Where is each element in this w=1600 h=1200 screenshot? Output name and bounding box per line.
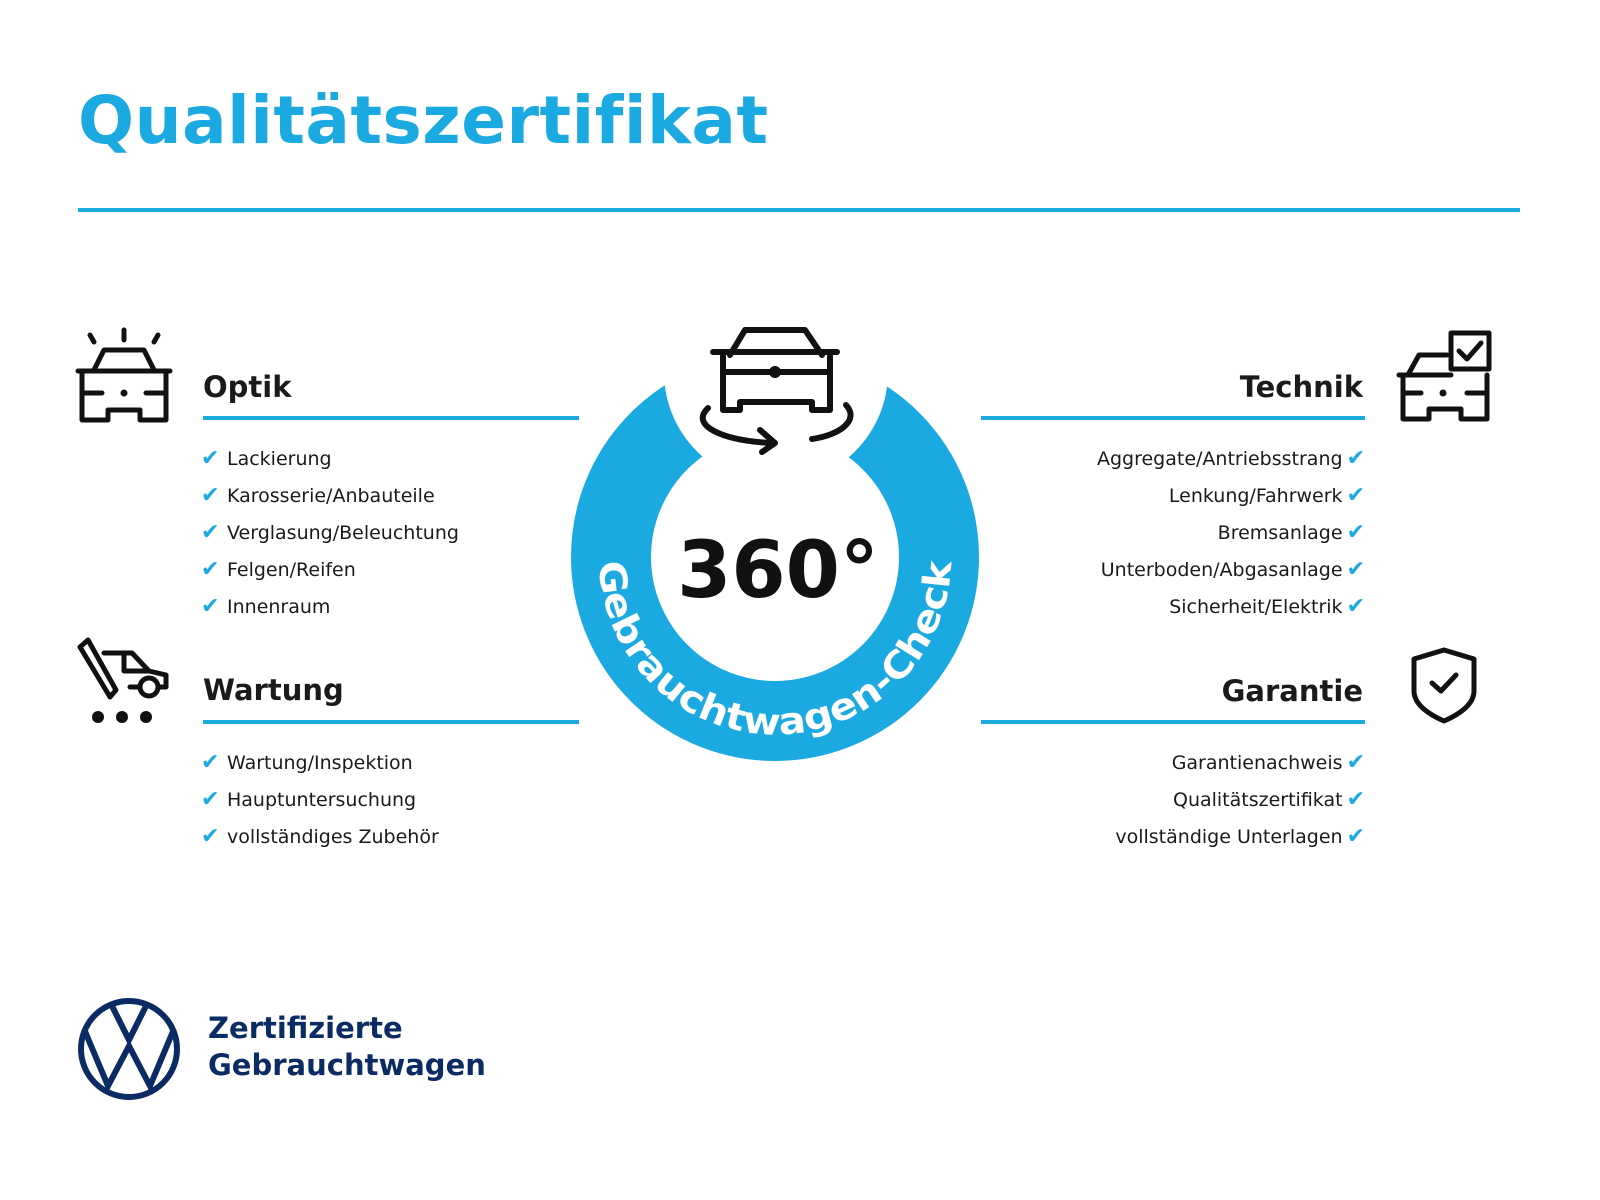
check-icon: ✔	[201, 787, 220, 812]
vw-logo	[78, 998, 180, 1100]
check-icon: ✔	[1346, 594, 1365, 619]
list-item: ✔ Verglasung/Beleuchtung	[201, 514, 459, 551]
list-item: ✔ Felgen/Reifen	[201, 551, 459, 588]
check-icon: ✔	[201, 446, 220, 471]
list-item: ✔ Karosserie/Anbauteile	[201, 477, 459, 514]
car-checkbox-icon	[1396, 330, 1492, 422]
optik-heading: Optik	[203, 370, 292, 404]
list-item: Bremsanlage ✔	[1097, 514, 1365, 551]
list-item: ✔ vollständiges Zubehör	[201, 818, 439, 855]
garantie-heading: Garantie	[1221, 674, 1363, 708]
wartung-heading: Wartung	[203, 673, 344, 707]
list-item: ✔ Wartung/Inspektion	[201, 744, 439, 781]
list-item: Garantienachweis ✔	[1115, 744, 1365, 781]
check-icon: ✔	[201, 520, 220, 545]
check-icon: ✔	[201, 750, 220, 775]
list-item: ✔ Hauptuntersuchung	[201, 781, 439, 818]
check-icon: ✔	[1346, 483, 1365, 508]
list-item: Sicherheit/Elektrik ✔	[1097, 588, 1365, 625]
garantie-list: Garantienachweis ✔ Qualitätszertifikat ✔ v…	[1115, 744, 1365, 855]
check-icon: ✔	[201, 483, 220, 508]
check-icon: ✔	[201, 594, 220, 619]
list-item: vollständige Unterlagen ✔	[1115, 818, 1365, 855]
page-title: Qualitätszertifikat	[78, 82, 769, 159]
shield-check-icon	[1411, 647, 1477, 724]
technik-list: Aggregate/Antriebsstrang ✔ Lenkung/Fahrwe…	[1097, 440, 1365, 625]
check-icon: ✔	[1346, 446, 1365, 471]
wartung-list: ✔ Wartung/Inspektion ✔ Hauptuntersuchung ✔…	[201, 744, 439, 855]
check-icon: ✔	[1346, 824, 1365, 849]
360-degree-label: 360°	[677, 526, 879, 616]
list-item: Unterboden/Abgasanlage ✔	[1097, 551, 1365, 588]
technik-heading: Technik	[1239, 370, 1363, 404]
service-truck-icon	[77, 637, 169, 723]
technik-divider	[981, 416, 1365, 420]
check-icon: ✔	[201, 557, 220, 582]
ring-gap	[664, 300, 888, 484]
optik-list: ✔ Lackierung ✔ Karosserie/Anbauteile ✔ Verg…	[201, 440, 459, 625]
list-item: Lenkung/Fahrwerk ✔	[1097, 477, 1365, 514]
title-divider	[78, 208, 1520, 212]
check-icon: ✔	[1346, 787, 1365, 812]
brand-text: Zertifizierte Gebrauchtwagen	[208, 1010, 486, 1084]
brand-line-1: Zertifizierte	[208, 1011, 403, 1045]
list-item: ✔ Innenraum	[201, 588, 459, 625]
360-check-badge: Gebrauchtwagen-Check 360°	[571, 300, 979, 761]
list-item: Qualitätszertifikat ✔	[1115, 781, 1365, 818]
check-icon: ✔	[201, 824, 220, 849]
brand-line-2: Gebrauchtwagen	[208, 1048, 486, 1082]
list-item: ✔ Lackierung	[201, 440, 459, 477]
check-icon: ✔	[1346, 520, 1365, 545]
wartung-divider	[203, 720, 579, 724]
check-icon: ✔	[1346, 750, 1365, 775]
optik-divider	[203, 416, 579, 420]
car-shine-icon	[75, 327, 173, 423]
car-rotate-icon	[699, 327, 854, 455]
list-item: Aggregate/Antriebsstrang ✔	[1097, 440, 1365, 477]
garantie-divider	[981, 720, 1365, 724]
check-icon: ✔	[1346, 557, 1365, 582]
